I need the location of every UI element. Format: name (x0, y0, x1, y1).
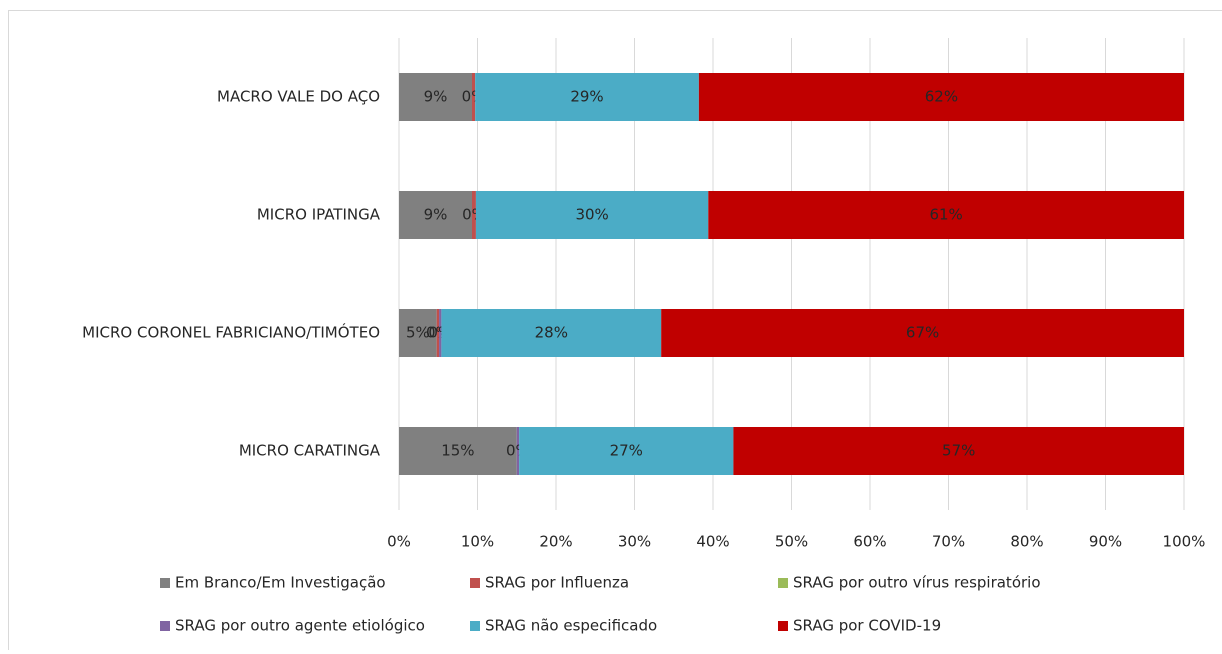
data-label: 15% (441, 442, 474, 460)
legend-label: SRAG não especificado (485, 617, 657, 635)
x-tick-label: 10% (461, 533, 494, 551)
data-label: 62% (925, 88, 958, 106)
data-label: 57% (942, 442, 975, 460)
legend-swatch (160, 621, 170, 631)
data-label: 9% (424, 206, 448, 224)
x-tick-label: 40% (696, 533, 729, 551)
y-tick-label: MICRO IPATINGA (257, 206, 381, 224)
data-label: 61% (929, 206, 962, 224)
legend-label: Em Branco/Em Investigação (175, 574, 386, 592)
y-tick-label: MICRO CORONEL FABRICIANO/TIMÓTEO (82, 323, 380, 342)
legend-label: SRAG por outro agente etiológico (175, 617, 425, 635)
x-tick-label: 100% (1163, 533, 1206, 551)
data-label: 67% (906, 324, 939, 342)
y-tick-label: MICRO CARATINGA (239, 442, 381, 460)
data-label: 9% (424, 88, 448, 106)
x-tick-label: 80% (1010, 533, 1043, 551)
legend-label: SRAG por outro vírus respiratório (793, 574, 1041, 592)
x-tick-label: 90% (1089, 533, 1122, 551)
legend-swatch (470, 621, 480, 631)
legend-swatch (778, 621, 788, 631)
legend-swatch (470, 578, 480, 588)
x-tick-label: 50% (775, 533, 808, 551)
data-label: 28% (535, 324, 568, 342)
y-tick-label: MACRO VALE DO AÇO (217, 88, 380, 106)
legend-label: SRAG por COVID-19 (793, 617, 941, 635)
x-tick-label: 60% (853, 533, 886, 551)
legend-label: SRAG por Influenza (485, 574, 629, 592)
x-tick-label: 30% (618, 533, 651, 551)
x-tick-label: 70% (932, 533, 965, 551)
x-tick-label: 0% (387, 533, 411, 551)
data-label: 30% (575, 206, 608, 224)
legend-swatch (160, 578, 170, 588)
legend-swatch (778, 578, 788, 588)
data-label: 27% (610, 442, 643, 460)
data-label: 29% (570, 88, 603, 106)
x-tick-label: 20% (539, 533, 572, 551)
